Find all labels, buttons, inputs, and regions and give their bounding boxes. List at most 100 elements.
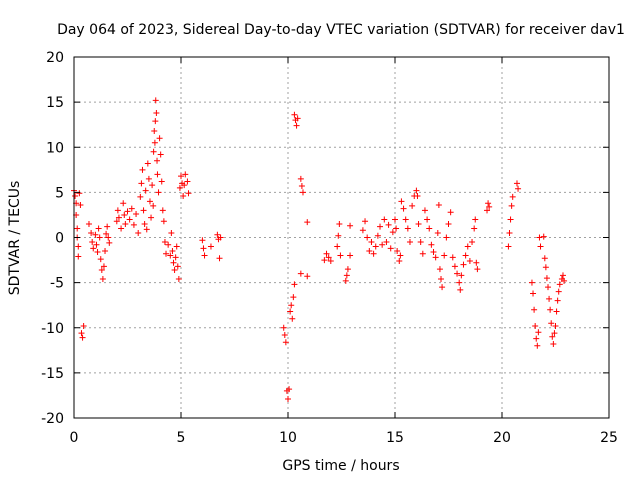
data-point <box>93 241 100 248</box>
y-tick-label: 0 <box>55 231 64 247</box>
data-point <box>541 255 548 262</box>
data-point <box>90 245 97 252</box>
data-point <box>551 330 558 337</box>
data-point <box>531 306 538 313</box>
data-point <box>169 248 176 255</box>
data-point <box>473 259 480 266</box>
data-point <box>462 252 469 259</box>
data-point <box>394 248 401 255</box>
data-point <box>513 180 520 187</box>
data-point <box>553 308 560 315</box>
data-point <box>102 248 109 255</box>
data-point <box>297 175 304 182</box>
data-point <box>364 234 371 241</box>
data-point <box>362 218 369 225</box>
x-tick-label: 0 <box>70 430 79 446</box>
data-point <box>528 279 535 286</box>
data-point <box>366 248 373 255</box>
data-point <box>406 239 413 246</box>
data-point <box>94 248 101 255</box>
data-point <box>417 239 424 246</box>
data-point <box>548 320 555 327</box>
data-point <box>414 192 421 199</box>
data-point <box>428 241 435 248</box>
data-point <box>434 229 441 236</box>
data-point <box>95 225 102 232</box>
data-point <box>288 302 295 309</box>
y-tick-label: -10 <box>41 321 64 337</box>
data-point <box>172 254 179 261</box>
data-point <box>175 276 182 283</box>
data-point <box>121 211 128 218</box>
data-point <box>445 220 452 227</box>
data-point <box>128 205 135 212</box>
axis-ticks: 0 5 10 15 20 25 20 15 10 5 0 -5 -10 -15 -20 <box>41 50 618 446</box>
data-point <box>157 151 164 158</box>
data-point <box>421 207 428 214</box>
data-point <box>509 193 516 200</box>
data-point <box>484 207 491 214</box>
data-point <box>104 223 111 230</box>
data-point <box>281 331 288 338</box>
data-point <box>122 220 129 227</box>
data-point <box>368 239 375 246</box>
data-point <box>77 202 84 209</box>
data-point <box>115 214 122 221</box>
data-point <box>80 322 87 329</box>
data-point <box>323 250 330 257</box>
data-point <box>545 284 552 291</box>
data-point <box>379 241 386 248</box>
data-point <box>343 272 350 279</box>
x-tick-label: 25 <box>600 430 618 446</box>
data-point <box>550 340 557 347</box>
x-tick-label: 5 <box>177 430 186 446</box>
chart-title: Day 064 of 2023, Sidereal Day-to-day VTE… <box>57 22 625 38</box>
y-tick-label: 5 <box>55 185 64 201</box>
data-point <box>289 315 296 322</box>
data-point <box>443 234 450 241</box>
data-point <box>456 279 463 286</box>
data-point <box>432 254 439 261</box>
data-point <box>533 335 540 342</box>
data-point <box>546 295 553 302</box>
data-point <box>435 202 442 209</box>
data-point <box>409 202 416 209</box>
data-point <box>554 297 561 304</box>
data-point <box>99 276 106 283</box>
data-point <box>214 231 221 238</box>
data-point <box>297 270 304 277</box>
data-point <box>154 157 161 164</box>
data-point <box>439 284 446 291</box>
data-point <box>155 189 162 196</box>
data-point <box>144 160 151 167</box>
data-point <box>105 234 112 241</box>
data-point <box>148 214 155 221</box>
data-point <box>466 257 473 264</box>
data-point <box>530 290 537 297</box>
y-tick-label: -5 <box>50 276 64 292</box>
data-point <box>299 189 306 196</box>
data-point <box>542 264 549 271</box>
data-point <box>165 241 172 248</box>
data-point <box>180 192 187 199</box>
x-tick-label: 15 <box>386 430 404 446</box>
data-point <box>535 329 542 336</box>
data-point <box>291 111 298 118</box>
data-point <box>334 243 341 250</box>
data-point <box>120 200 127 207</box>
data-point <box>464 243 471 250</box>
data-point <box>508 202 515 209</box>
data-point <box>506 229 513 236</box>
data-point <box>72 192 79 199</box>
data-point <box>549 333 556 340</box>
data-point <box>419 250 426 257</box>
data-point <box>387 245 394 252</box>
data-point <box>441 252 448 259</box>
data-point <box>141 220 148 227</box>
data-point <box>389 229 396 236</box>
data-point <box>398 198 405 205</box>
data-point <box>113 218 120 225</box>
data-point <box>438 276 445 283</box>
data-point <box>133 211 140 218</box>
